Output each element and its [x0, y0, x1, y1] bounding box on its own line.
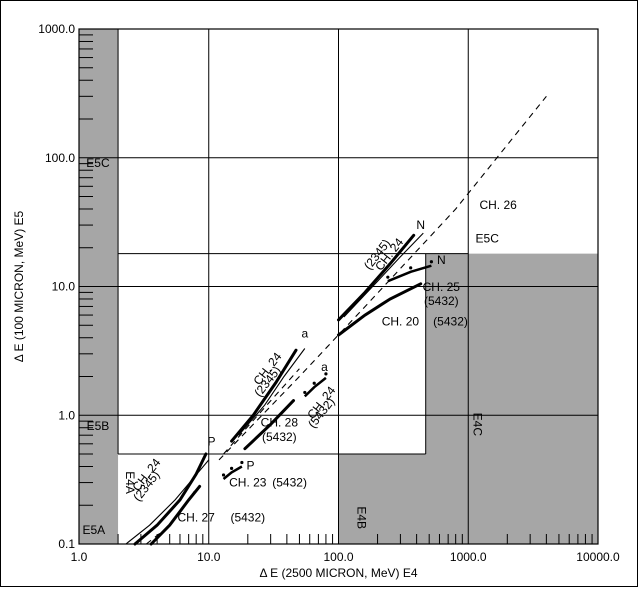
region-label-5: E4B	[354, 506, 368, 529]
shaded-region-3	[468, 253, 598, 544]
annotation-2: N	[437, 253, 446, 267]
region-label-6: E4C	[471, 413, 485, 437]
series-line-13	[337, 282, 423, 337]
series-line-6	[230, 348, 298, 443]
annotation-10: (5432)	[424, 294, 459, 308]
series-line-11	[337, 233, 416, 322]
series-line-12	[343, 232, 424, 318]
series-line-7	[238, 348, 306, 436]
grid-lines	[78, 28, 599, 545]
series-point	[312, 381, 316, 385]
y-tick-label: 1000.0	[38, 22, 75, 36]
region-label-8: CH. 26	[479, 198, 517, 212]
annotation-19: CH. 23	[229, 475, 267, 489]
y-tick-label: 1.0	[58, 408, 75, 422]
series-line-4	[145, 488, 197, 545]
annotation-11: CH. 20	[382, 314, 420, 328]
series-line-2	[125, 459, 210, 545]
annotation-23: CH. 27	[177, 510, 215, 524]
annotation-17: CH. 28	[261, 415, 299, 429]
shaded-region-4	[425, 253, 469, 455]
y-tick-label: 100.0	[45, 151, 75, 165]
shaded-regions	[79, 29, 598, 544]
series-line-5	[222, 465, 243, 480]
series-line-8	[243, 399, 295, 451]
annotation-24: (5432)	[230, 510, 265, 524]
annotation-4: a	[321, 360, 328, 374]
x-axis-label: Δ E (2500 MICRON, MeV) E4	[259, 566, 417, 580]
annotation-9: CH. 25	[423, 280, 461, 294]
annotation-1: N	[416, 218, 425, 232]
series-point	[229, 466, 234, 470]
shaded-region-2	[338, 454, 469, 544]
series-line-15	[218, 95, 547, 461]
series-point	[303, 390, 307, 395]
region-label-2: E5B	[87, 419, 110, 433]
region-label-1: E5A	[82, 523, 105, 537]
annotation-6: P	[247, 458, 255, 472]
y-tick-label: 10.0	[52, 280, 76, 294]
series-point	[221, 473, 226, 477]
series-point	[409, 266, 413, 270]
annotation-5: P	[207, 435, 215, 449]
series-line-10	[303, 376, 327, 398]
region-label-3: E5C	[86, 156, 110, 170]
series-line-14	[387, 264, 432, 283]
series-point	[240, 460, 244, 465]
annotation-18: (5432)	[262, 430, 297, 444]
region-label-7: E5C	[476, 231, 500, 245]
x-tick-label: 1.0	[71, 550, 88, 564]
axis-ticks: 1.0 10.0 100.0 1000.0 10000.00.11.010.0100.0…	[38, 22, 620, 564]
annotation-12: (5432)	[433, 314, 468, 328]
data-series	[125, 95, 547, 546]
annotation-20: (5432)	[272, 475, 307, 489]
annotation-3: a	[301, 327, 308, 341]
series-point	[386, 275, 390, 279]
series-point	[324, 372, 328, 376]
x-tick-label: 100.0	[323, 550, 353, 564]
series-point	[429, 260, 434, 264]
x-tick-label: 10.0	[197, 550, 221, 564]
y-tick-label: 0.1	[58, 537, 75, 551]
x-tick-label: 10000.0	[576, 550, 620, 564]
region-label-4: E4A	[123, 471, 137, 494]
series-line-1	[133, 452, 208, 546]
y-axis-label: Δ E (100 MICRON, MeV) E5	[12, 210, 26, 362]
x-tick-label: 1000.0	[450, 550, 487, 564]
